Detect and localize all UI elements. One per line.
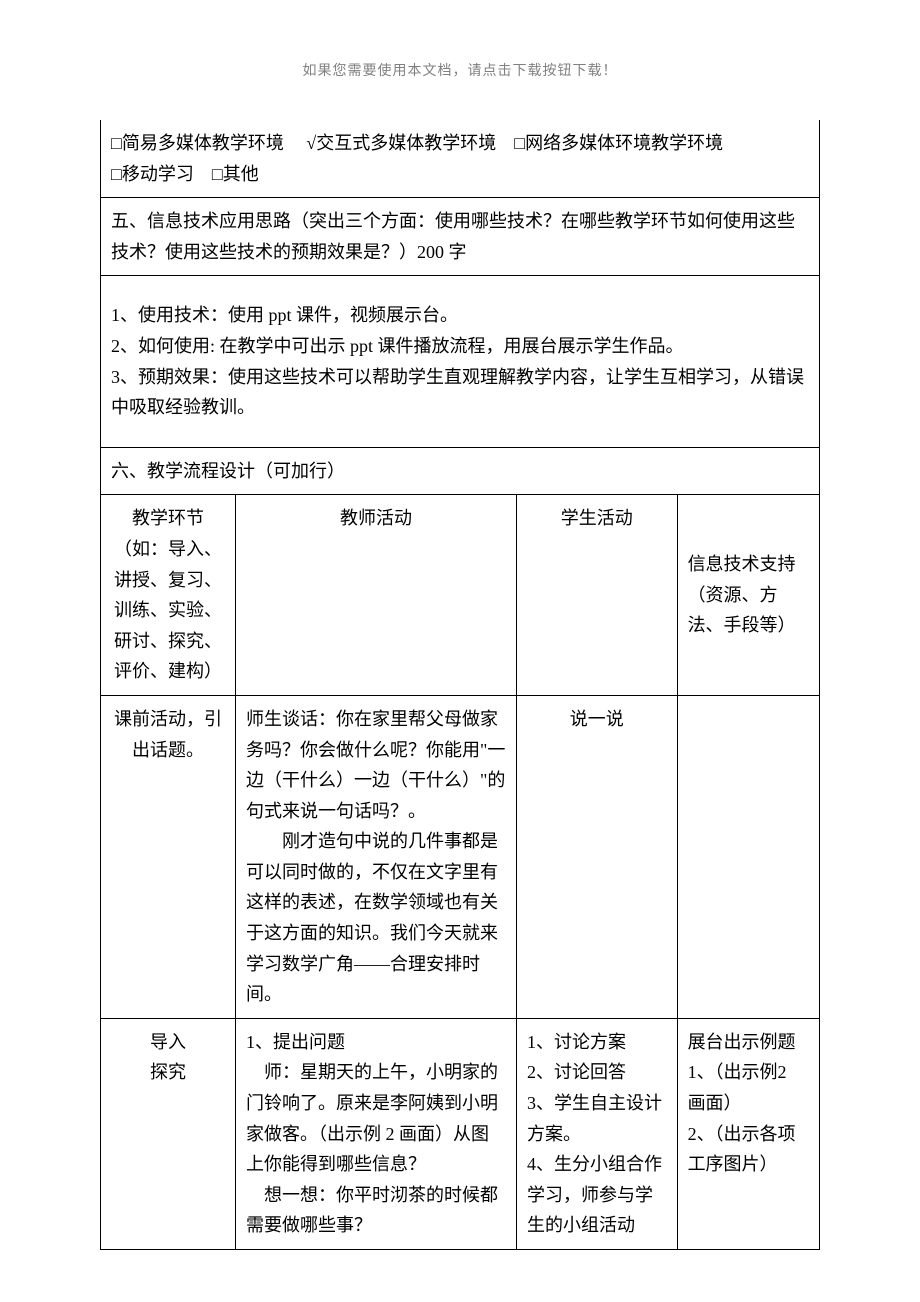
r1-teacher-p2: 刚才造句中说的几件事都是可以同时做的，不仅在文字里有这样的表述，在数学领域也有关… — [246, 826, 506, 1010]
r2-teacher-l1: 1、提出问题 — [246, 1027, 506, 1058]
env-opt-mobile: □移动学习 — [111, 164, 194, 184]
r2-teacher-l2: 师：星期天的上午，小明家的门铃响了。原来是李阿姨到小明家做客。（出示例 2 画面… — [246, 1057, 506, 1179]
r2-tech-l1: 展台出示例题 — [688, 1027, 809, 1058]
env-opt-simple: □简易多媒体教学环境 — [111, 133, 284, 153]
env-opt-other: □其他 — [212, 164, 259, 184]
flow-row-1: 课前活动，引出话题。 师生谈话：你在家里帮父母做家务吗？你会做什么呢？你能用"一… — [101, 695, 820, 1018]
r2-tech: 展台出示例题 1、（出示例2 画面） 2、（出示各项工序图片） — [677, 1018, 819, 1249]
r2-teacher-l3: 想一想：你平时沏茶的时候都需要做哪些事？ — [246, 1180, 506, 1241]
section5-line2: 2、如何使用: 在教学中可出示 ppt 课件播放流程，用展台展示学生作品。 — [111, 331, 809, 362]
section6-title-row: 六、教学流程设计（可加行） — [101, 447, 820, 495]
environment-row: □简易多媒体教学环境 √交互式多媒体教学环境 □网络多媒体环境教学环境 □移动学… — [101, 120, 820, 198]
r2-tech-l2: 1、（出示例2 画面） — [688, 1057, 809, 1118]
section5-body-row: 1、使用技术：使用 ppt 课件，视频展示台。 2、如何使用: 在教学中可出示 … — [101, 276, 820, 447]
document-page: 如果您需要使用本文档，请点击下载按钮下载！ □简易多媒体教学环境 √交互式多媒体… — [0, 0, 920, 1290]
r2-stage: 导入 探究 — [101, 1018, 236, 1249]
section6-header-row: 教学环节（如：导入、讲授、复习、训练、实验、研讨、探究、评价、建构） 教师活动 … — [101, 495, 820, 696]
environment-cell: □简易多媒体教学环境 √交互式多媒体教学环境 □网络多媒体环境教学环境 □移动学… — [101, 120, 820, 198]
section5-title: 五、信息技术应用思路（突出三个方面：使用哪些技术？在哪些教学环节如何使用这些技术… — [101, 198, 820, 276]
r2-student-l3: 3、学生自主设计方案。 — [527, 1088, 667, 1149]
r1-teacher: 师生谈话：你在家里帮父母做家务吗？你会做什么呢？你能用"一边（干什么）一边（干什… — [235, 695, 516, 1018]
header-note: 如果您需要使用本文档，请点击下载按钮下载！ — [100, 60, 820, 80]
r2-stage-l2: 探究 — [111, 1057, 225, 1088]
r1-stage: 课前活动，引出话题。 — [101, 695, 236, 1018]
env-opt-network: □网络多媒体环境教学环境 — [514, 133, 723, 153]
section5-body: 1、使用技术：使用 ppt 课件，视频展示台。 2、如何使用: 在教学中可出示 … — [101, 276, 820, 447]
r2-student-l2: 2、讨论回答 — [527, 1057, 667, 1088]
section5-title-row: 五、信息技术应用思路（突出三个方面：使用哪些技术？在哪些教学环节如何使用这些技术… — [101, 198, 820, 276]
section6-title: 六、教学流程设计（可加行） — [101, 447, 820, 495]
col-header-tech: 信息技术支持（资源、方法、手段等） — [677, 495, 819, 696]
r1-student: 说一说 — [516, 695, 677, 1018]
lesson-plan-table: □简易多媒体教学环境 √交互式多媒体教学环境 □网络多媒体环境教学环境 □移动学… — [100, 120, 820, 1250]
r2-tech-l3: 2、（出示各项工序图片） — [688, 1119, 809, 1180]
col-header-stage: 教学环节（如：导入、讲授、复习、训练、实验、研讨、探究、评价、建构） — [101, 495, 236, 696]
env-opt-interactive: √交互式多媒体教学环境 — [306, 133, 496, 153]
flow-row-2: 导入 探究 1、提出问题 师：星期天的上午，小明家的门铃响了。原来是李阿姨到小明… — [101, 1018, 820, 1249]
r2-stage-l1: 导入 — [111, 1027, 225, 1058]
col-header-student: 学生活动 — [516, 495, 677, 696]
r2-student-l1: 1、讨论方案 — [527, 1027, 667, 1058]
section5-line3: 3、预期效果：使用这些技术可以帮助学生直观理解教学内容，让学生互相学习，从错误中… — [111, 362, 809, 423]
r1-teacher-p1: 师生谈话：你在家里帮父母做家务吗？你会做什么呢？你能用"一边（干什么）一边（干什… — [246, 704, 506, 826]
r1-tech — [677, 695, 819, 1018]
section5-line1: 1、使用技术：使用 ppt 课件，视频展示台。 — [111, 300, 809, 331]
r2-student: 1、讨论方案 2、讨论回答 3、学生自主设计方案。 4、生分小组合作学习，师参与… — [516, 1018, 677, 1249]
r2-teacher: 1、提出问题 师：星期天的上午，小明家的门铃响了。原来是李阿姨到小明家做客。（出… — [235, 1018, 516, 1249]
r2-student-l4: 4、生分小组合作学习，师参与学生的小组活动 — [527, 1149, 667, 1241]
col-header-teacher: 教师活动 — [235, 495, 516, 696]
